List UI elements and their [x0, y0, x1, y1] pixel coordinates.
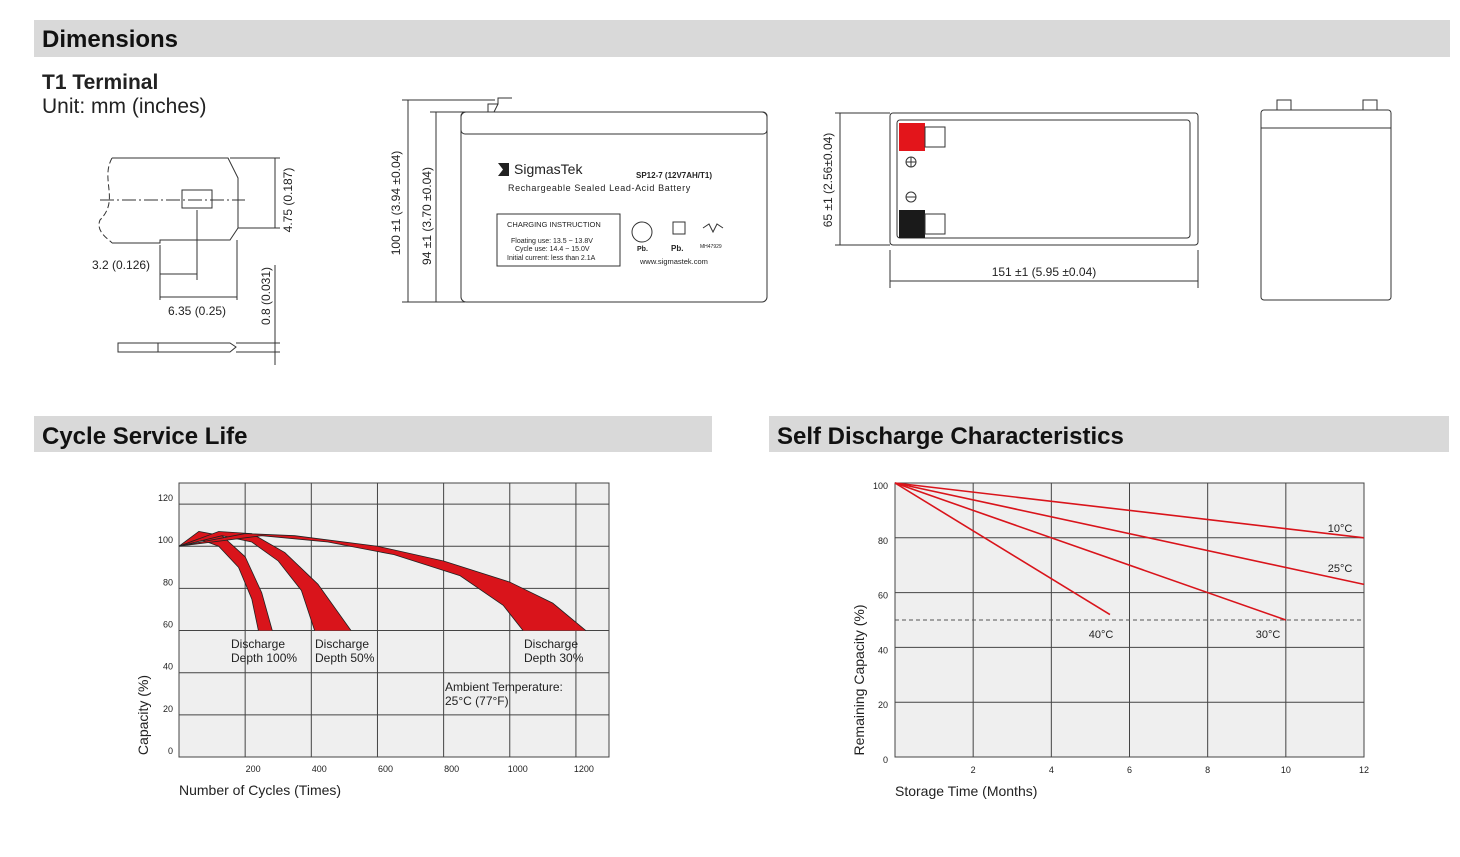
band-upper-edge: [178, 531, 352, 631]
x-tick-label: 6: [1127, 765, 1132, 775]
x-tick-label: 200: [246, 764, 261, 774]
x-tick-label: 4: [1049, 765, 1054, 775]
curve-label: Depth 50%: [315, 651, 375, 665]
model-name: SP12-7 (12V7AH/T1): [636, 171, 712, 180]
y-tick-label: 100: [873, 481, 888, 491]
curve-label: Depth 100%: [231, 651, 297, 665]
dimension-label: 0.8 (0.031): [259, 267, 273, 325]
y-tick-label: 40: [878, 645, 888, 655]
section-header-bar: [34, 20, 1450, 57]
discharge-line: [894, 482, 1111, 616]
x-axis-label: Number of Cycles (Times): [179, 782, 341, 798]
y-tick-label: 120: [158, 493, 173, 503]
y-tick-label: 80: [878, 536, 888, 546]
curve-label: 10°C: [1328, 523, 1353, 535]
curve-label: 40°C: [1089, 629, 1114, 641]
y-tick-label: 100: [158, 535, 173, 545]
charging-line: Cycle use: 14.4 ~ 15.0V: [515, 246, 590, 253]
band-upper-edge: [178, 533, 587, 631]
y-tick-label: 20: [878, 700, 888, 710]
charging-line: Initial current: less than 2.1A: [507, 255, 596, 262]
section-title: Dimensions: [42, 26, 178, 53]
y-tick-label: 80: [163, 577, 173, 587]
icon-label: Pb.: [671, 244, 683, 253]
charging-title: CHARGING INSTRUCTION: [507, 220, 601, 229]
x-tick-label: 12: [1359, 765, 1369, 775]
capacity-band: [179, 533, 586, 631]
y-tick-label: 60: [878, 591, 888, 601]
x-tick-label: 1000: [508, 764, 528, 774]
x-tick-label: 8: [1205, 765, 1210, 775]
dimension-label: 3.2 (0.126): [92, 258, 150, 272]
annotation: Ambient Temperature:: [445, 680, 563, 694]
x-axis-label: Storage Time (Months): [895, 783, 1037, 799]
curve-label: Discharge: [315, 637, 369, 651]
dimension-label: 4.75 (0.187): [281, 168, 295, 233]
brand-name: SigmasTek: [514, 161, 583, 177]
capacity-band: [179, 531, 273, 631]
x-tick-label: 10: [1281, 765, 1291, 775]
annotation: 25°C (77°F): [445, 694, 509, 708]
x-tick-label: 800: [444, 764, 459, 774]
y-axis-label: Remaining Capacity (%): [851, 605, 867, 756]
y-tick-label: 60: [163, 620, 173, 630]
terminal-drawing: [98, 157, 280, 365]
x-tick-label: 1200: [574, 764, 594, 774]
y-tick-label: 40: [163, 662, 173, 672]
icon-label: MH47929: [700, 244, 722, 250]
y-axis-label: Capacity (%): [135, 675, 151, 755]
section-header-bar: [34, 416, 712, 452]
section-header-bar: [769, 416, 1449, 452]
curve-label: 25°C: [1328, 563, 1353, 575]
curve-label: 30°C: [1256, 629, 1281, 641]
chart-title: Cycle Service Life: [42, 423, 247, 450]
battery-description: Rechargeable Sealed Lead-Acid Battery: [508, 183, 691, 193]
charging-line: Floating use: 13.5 ~ 13.8V: [511, 238, 593, 245]
band-upper-edge: [178, 531, 273, 631]
band-lower-edge: [178, 535, 315, 631]
capacity-band: [179, 531, 351, 631]
icon-label: Pb.: [637, 246, 648, 253]
y-tick-label: 0: [168, 746, 173, 756]
dimension-label: 65 ±1 (2.56±0.04): [821, 133, 835, 228]
dimension-label: 100 ±1 (3.94 ±0.04): [389, 151, 403, 256]
curve-label: Discharge: [524, 637, 578, 651]
curve-label: Depth 30%: [524, 651, 584, 665]
dimension-label: 151 ±1 (5.95 ±0.04): [992, 265, 1097, 279]
discharge-line: [894, 482, 1365, 586]
website: www.sigmastek.com: [639, 257, 708, 266]
band-lower-edge: [178, 535, 524, 631]
unit-note: Unit: mm (inches): [42, 95, 207, 118]
dimension-label: 94 ±1 (3.70 ±0.04): [420, 167, 434, 265]
front-view-drawing: [402, 97, 768, 303]
x-tick-label: 400: [312, 764, 327, 774]
x-tick-label: 600: [378, 764, 393, 774]
discharge-line: [894, 482, 1365, 539]
top-view-drawing: [835, 112, 1199, 288]
terminal-title: T1 Terminal: [42, 71, 158, 94]
discharge-line: [894, 482, 1287, 621]
x-tick-label: 2: [971, 765, 976, 775]
chart-title: Self Discharge Characteristics: [777, 423, 1124, 450]
dimension-label: 6.35 (0.25): [168, 304, 226, 318]
y-tick-label: 0: [883, 755, 888, 765]
y-tick-label: 20: [163, 704, 173, 714]
curve-label: Discharge: [231, 637, 285, 651]
side-view-drawing: [1260, 99, 1392, 301]
